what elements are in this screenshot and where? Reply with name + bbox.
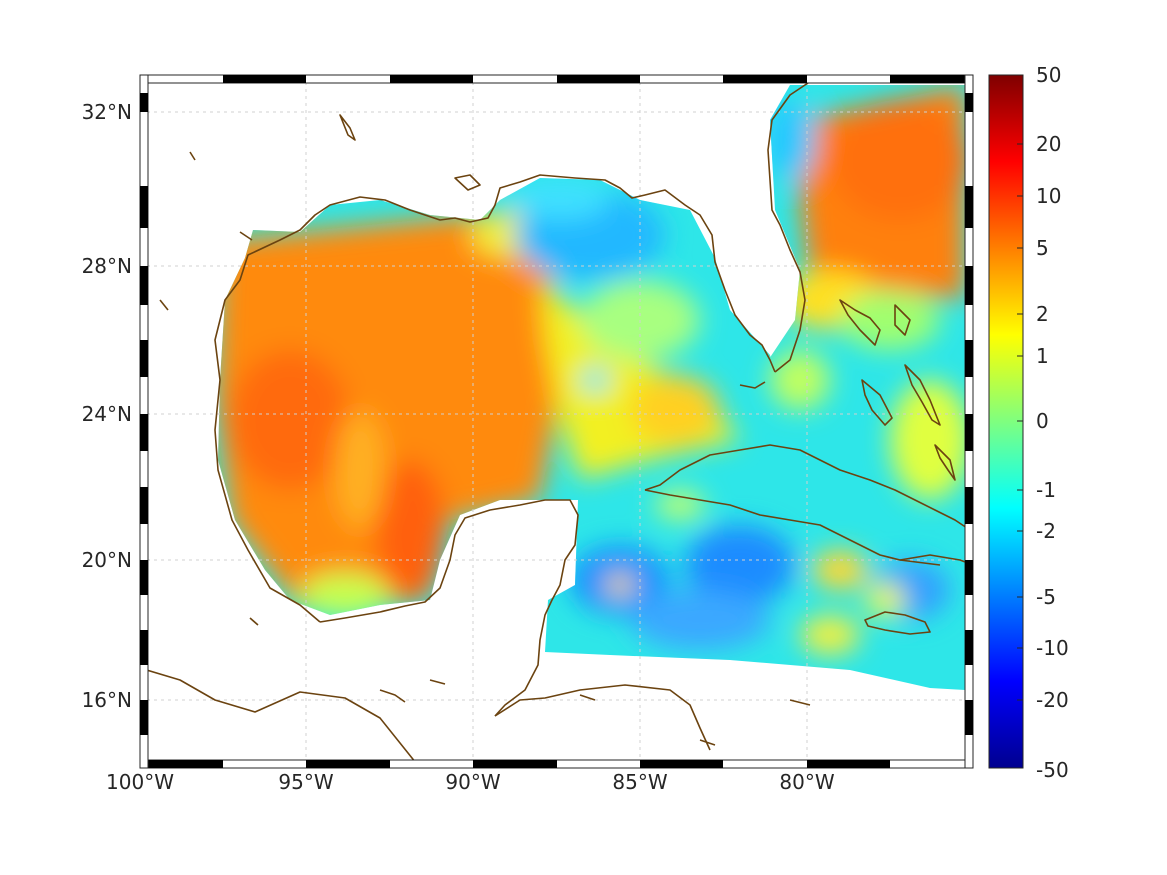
colorbar-tick-label: -5 bbox=[1036, 585, 1056, 609]
colorbar-tick-label: 20 bbox=[1036, 132, 1061, 156]
x-tick-label: 100°W bbox=[106, 770, 174, 794]
colorbar-tick-label: -20 bbox=[1036, 688, 1069, 712]
colorbar-tick-label: -10 bbox=[1036, 636, 1069, 660]
colorbar-tick-label: -1 bbox=[1036, 478, 1056, 502]
colorbar-tick-label: 1 bbox=[1036, 344, 1049, 368]
x-tick-label: 85°W bbox=[612, 770, 667, 794]
colorbar-labels: 50 20 10 5 2 1 0 -1 -2 -5 -10 -20 -50 bbox=[1036, 63, 1069, 782]
colorbar-tick-label: 50 bbox=[1036, 63, 1061, 87]
colorbar-tick-label: -50 bbox=[1036, 758, 1069, 782]
grid-lines bbox=[140, 75, 973, 768]
map-frame bbox=[139, 74, 974, 769]
colorbar-gradient bbox=[988, 74, 1024, 769]
x-tick-label: 95°W bbox=[278, 770, 333, 794]
colorbar-tick-label: -2 bbox=[1036, 519, 1056, 543]
y-tick-label: 32°N bbox=[82, 100, 132, 124]
colorbar-tick-label: 5 bbox=[1036, 236, 1049, 260]
y-tick-label: 24°N bbox=[82, 402, 132, 426]
colorbar-tick-label: 0 bbox=[1036, 409, 1049, 433]
y-tick-label: 20°N bbox=[82, 548, 132, 572]
y-tick-label: 16°N bbox=[82, 688, 132, 712]
coastlines bbox=[140, 75, 973, 768]
colorbar-tick-label: 10 bbox=[1036, 184, 1061, 208]
x-tick-label: 80°W bbox=[779, 770, 834, 794]
colorbar-ticks bbox=[1017, 143, 1023, 701]
colorbar: 50 20 10 5 2 1 0 -1 -2 -5 -10 -20 -50 bbox=[988, 63, 1069, 782]
x-axis-labels: 100°W 95°W 90°W 85°W 80°W bbox=[106, 770, 835, 794]
y-axis-labels: 32°N 28°N 24°N 20°N 16°N bbox=[82, 100, 132, 712]
colorbar-tick-label: 2 bbox=[1036, 302, 1049, 326]
y-tick-label: 28°N bbox=[82, 254, 132, 278]
x-tick-label: 90°W bbox=[445, 770, 500, 794]
